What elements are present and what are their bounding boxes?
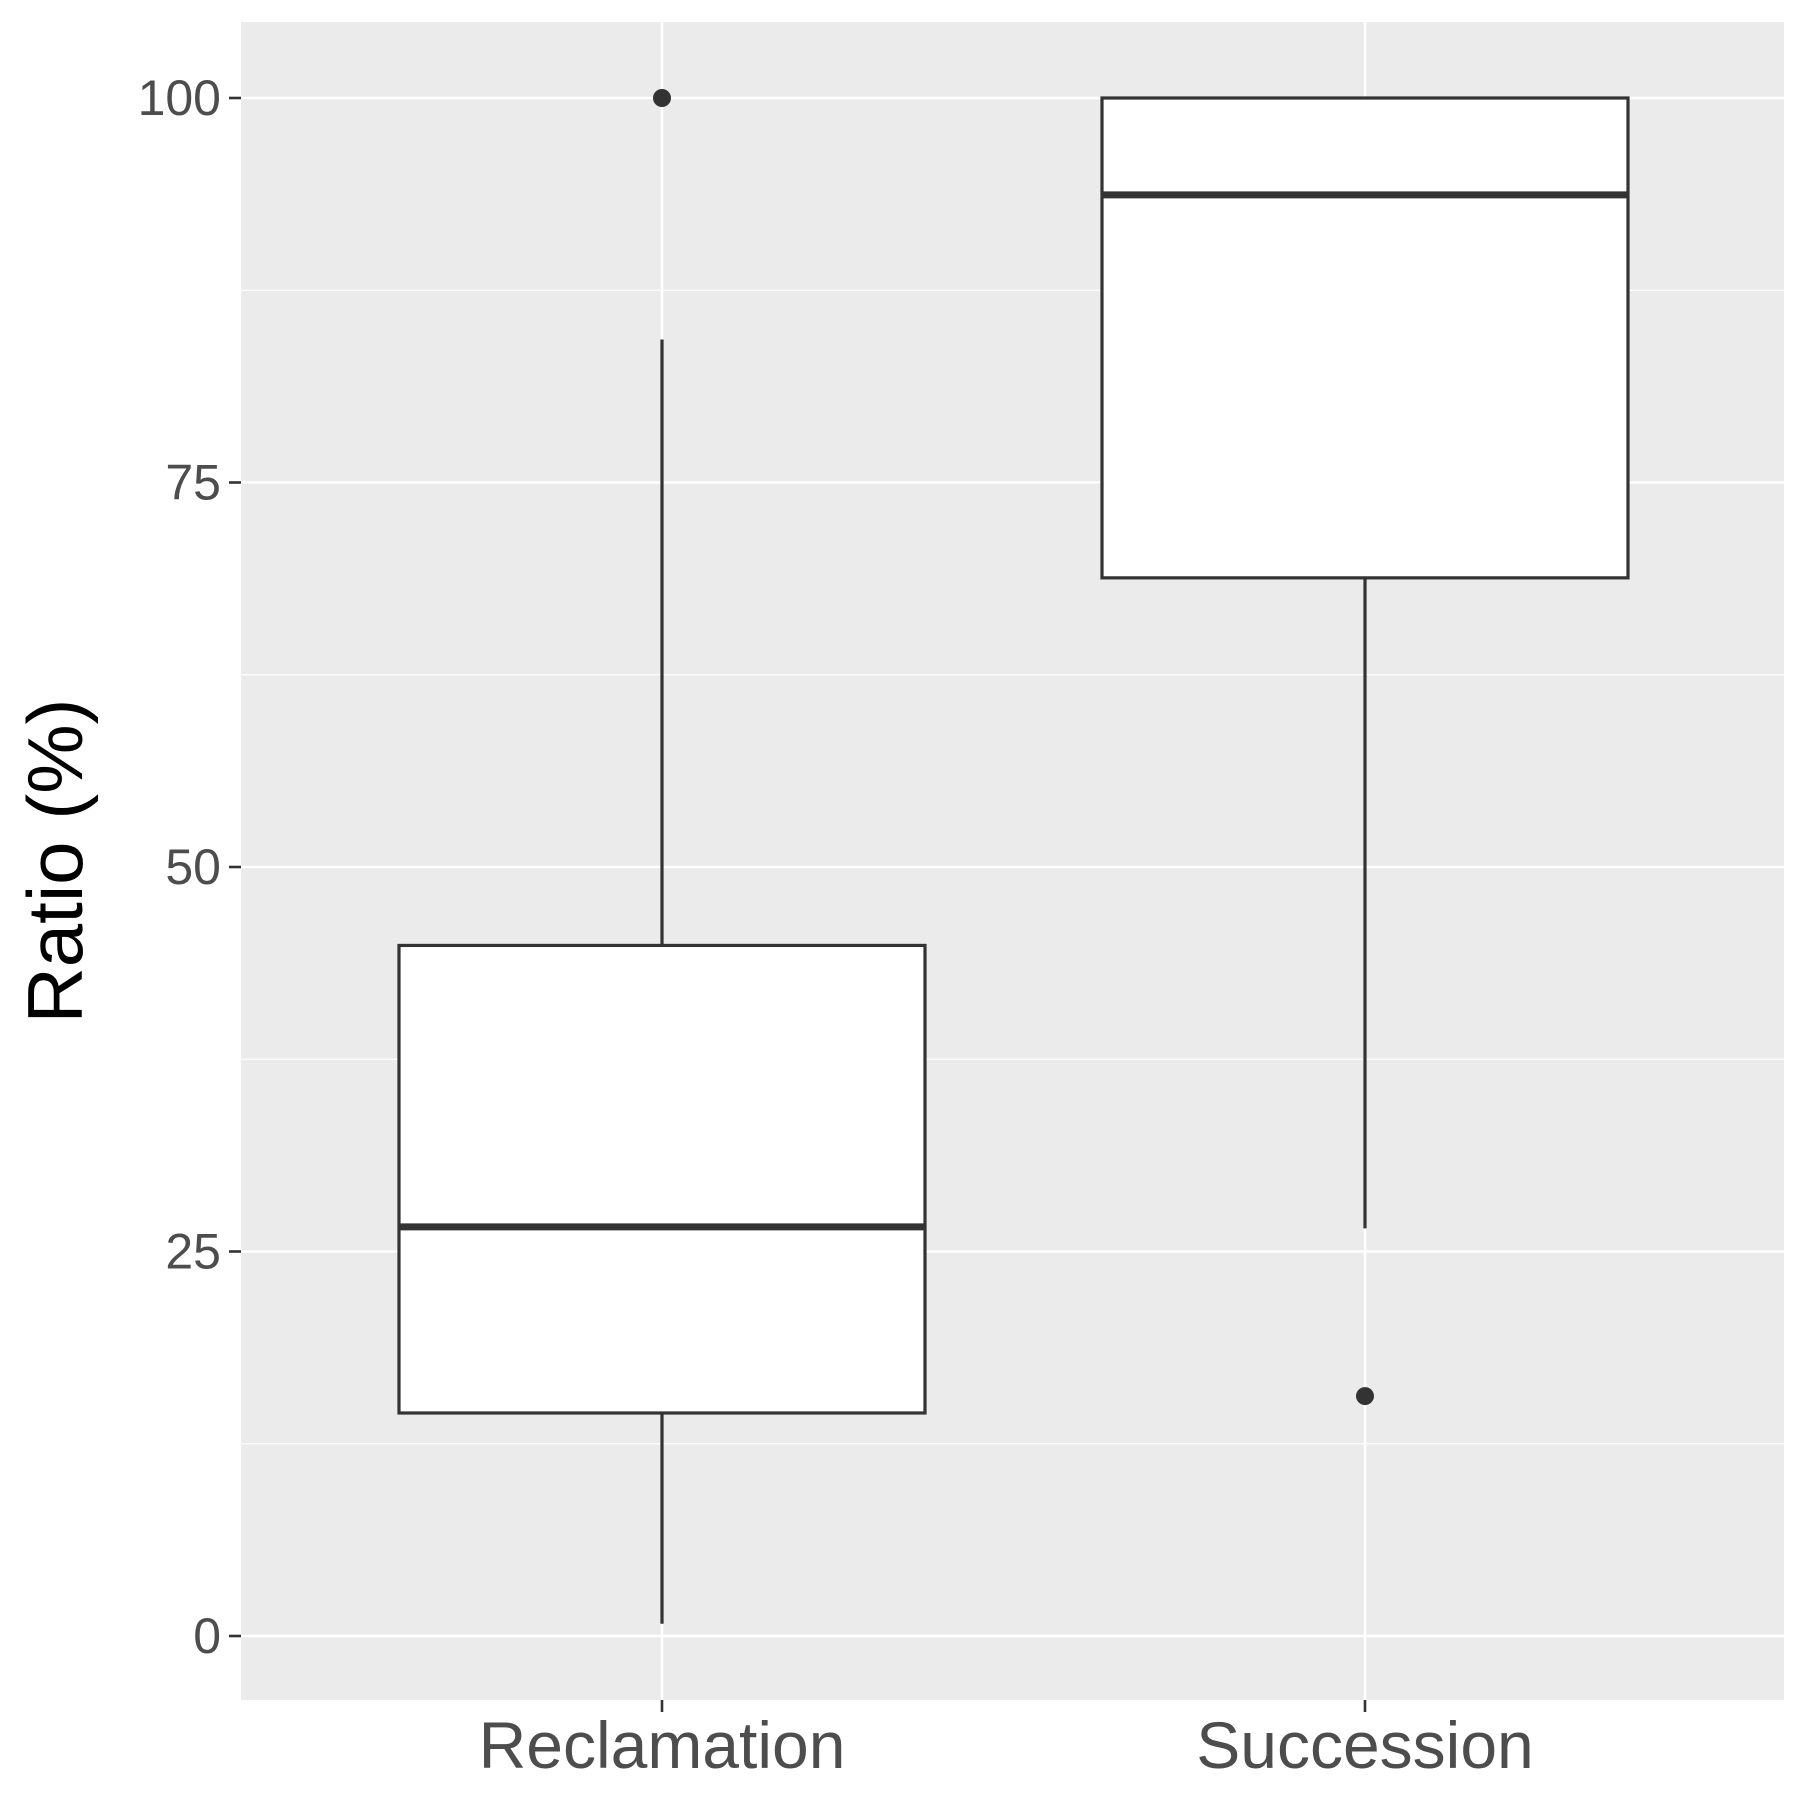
y-tick-label: 25	[165, 1224, 221, 1280]
box-body	[1100, 96, 1630, 580]
y-tick-label: 0	[193, 1608, 221, 1664]
boxes-layer	[397, 89, 1630, 1624]
box-body	[397, 943, 927, 1415]
y-tick-label: 75	[165, 455, 221, 511]
y-axis: 0 25 50 75 100	[138, 70, 241, 1664]
y-tick-label: 50	[165, 839, 221, 895]
x-axis: Reclamation Succession	[479, 1700, 1534, 1782]
y-tick-label: 100	[138, 70, 221, 126]
y-axis-title: Ratio (%)	[11, 698, 99, 1023]
outlier-point	[653, 89, 671, 107]
box-succession	[1100, 96, 1630, 1406]
x-tick-label: Succession	[1196, 1708, 1534, 1782]
box-reclamation	[397, 89, 927, 1624]
x-tick-label: Reclamation	[479, 1708, 846, 1782]
outlier-point	[1356, 1387, 1374, 1406]
